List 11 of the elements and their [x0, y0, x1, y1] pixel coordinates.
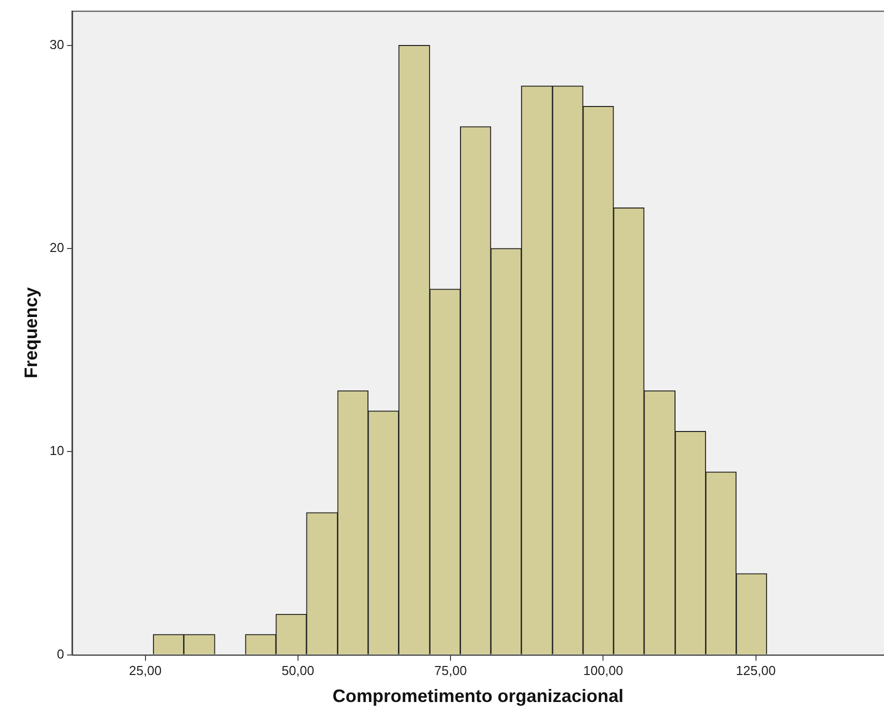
x-tick-label: 125,00	[736, 663, 776, 678]
x-tick-label: 100,00	[583, 663, 624, 678]
x-axis-title: Comprometimento organizacional	[332, 686, 624, 706]
y-axis-title: Frequency	[20, 287, 41, 378]
y-tick-label: 30	[50, 36, 64, 52]
x-tick-label: 50,00	[282, 663, 314, 678]
y-tick-label: 10	[50, 443, 64, 458]
y-tick-label: 0	[56, 646, 64, 662]
x-tick-label: 25,00	[129, 663, 162, 678]
y-tick-label: 20	[50, 240, 64, 256]
x-tick-label: 75,00	[434, 663, 467, 678]
